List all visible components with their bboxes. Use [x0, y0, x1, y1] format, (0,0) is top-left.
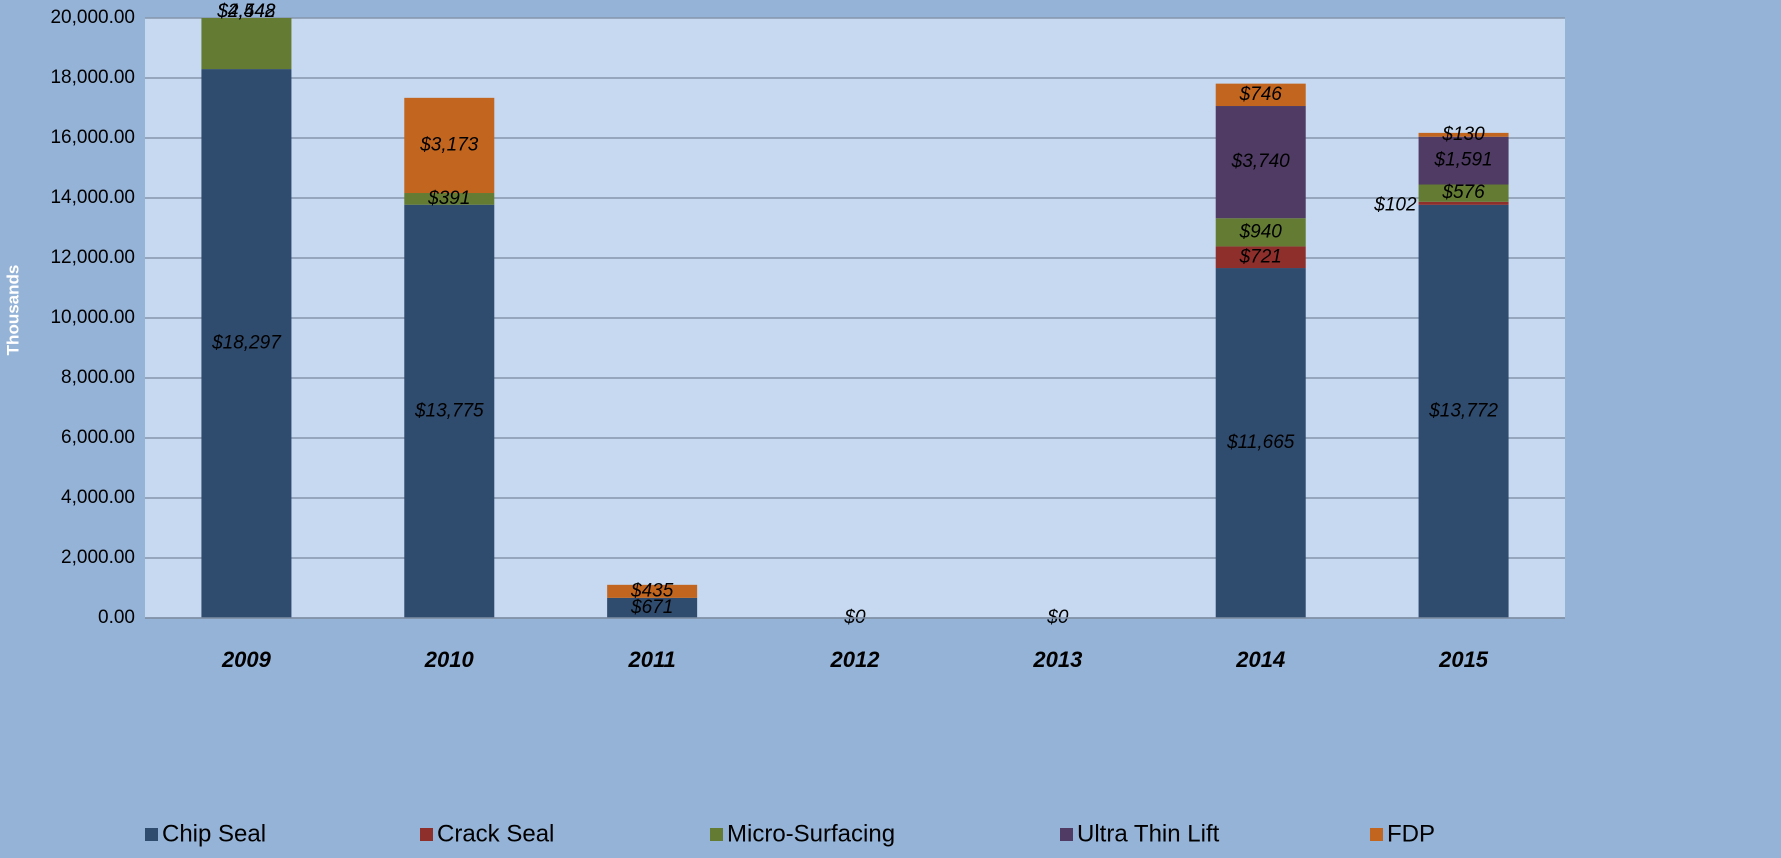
bar-segment — [1215, 83, 1306, 107]
bar-segment — [1215, 246, 1306, 269]
legend-label: Crack Seal — [437, 820, 554, 847]
x-tick-label: 2013 — [1032, 647, 1082, 672]
bar-segment — [201, 69, 292, 618]
legend-label: Ultra Thin Lift — [1077, 820, 1220, 847]
y-tick-label: 4,000.00 — [61, 487, 135, 508]
y-tick-label: 10,000.00 — [50, 307, 135, 328]
bar-segment — [1418, 201, 1509, 205]
bar-segment — [607, 584, 698, 598]
labels: 0.00 2,000.00 4,000.00 6,000.00 8,000.00 10,0… — [50, 1, 1565, 847]
data-label: $18,297 — [211, 333, 282, 354]
legend-swatch — [145, 828, 158, 841]
data-label: $576 — [1441, 182, 1485, 203]
data-label: $3,740 — [1231, 151, 1291, 172]
data-label: $13,775 — [414, 400, 484, 421]
bar-segment — [404, 204, 495, 618]
bar-segment — [1418, 204, 1509, 618]
data-label: $746 — [1239, 84, 1283, 105]
y-tick-label: 18,000.00 — [50, 67, 135, 88]
y-tick-label: 0.00 — [98, 607, 135, 628]
data-label: $1,591 — [1434, 150, 1493, 171]
data-label: $391 — [427, 188, 470, 209]
data-label: $3,173 — [419, 134, 479, 155]
bar-segment — [1215, 106, 1306, 219]
bar-segment — [404, 97, 495, 194]
data-label: $721 — [1239, 246, 1282, 267]
y-tick-label: 16,000.00 — [50, 127, 135, 148]
y-tick-label: 8,000.00 — [61, 367, 135, 388]
x-tick-label: 2014 — [1235, 647, 1285, 672]
legend-label: FDP — [1387, 820, 1435, 847]
bar-segment — [1418, 136, 1509, 185]
x-tick-label: 2009 — [221, 647, 272, 672]
bar-segment — [201, 18, 292, 70]
y-axis-title: Thousands — [3, 265, 22, 356]
x-tick-label: 2015 — [1438, 647, 1489, 672]
legend-swatch — [1060, 828, 1073, 841]
bar-segment — [607, 597, 698, 618]
y-tick-label: 12,000.00 — [50, 247, 135, 268]
bar-segment — [1418, 184, 1509, 202]
x-tick-label: 2011 — [627, 647, 675, 672]
bar-segment — [1215, 268, 1306, 618]
data-label: $940 — [1239, 221, 1283, 242]
legend-label: Micro-Surfacing — [727, 820, 895, 847]
y-tick-label: 14,000.00 — [50, 187, 135, 208]
x-tick-label: 2012 — [830, 647, 881, 672]
data-label: $2,542 — [216, 1, 276, 22]
grid — [145, 17, 1565, 619]
data-label: $13,772 — [1428, 400, 1498, 421]
data-label: $671 — [630, 597, 673, 618]
data-label: $11,665 — [1226, 432, 1295, 453]
legend-label: Chip Seal — [162, 820, 266, 847]
data-label: $130 — [1441, 124, 1485, 145]
legend-swatch — [1370, 828, 1383, 841]
y-tick-label: 20,000.00 — [50, 7, 135, 28]
legend-swatch — [710, 828, 723, 841]
y-tick-label: 6,000.00 — [61, 427, 135, 448]
data-label: $102 — [1373, 194, 1417, 215]
bar-segment — [1215, 218, 1306, 247]
data-label: $4,448 — [216, 1, 276, 22]
bar-segment — [404, 193, 495, 205]
data-label: $435 — [630, 580, 674, 601]
y-tick-label: 2,000.00 — [61, 547, 135, 568]
bar-segment — [1418, 132, 1509, 137]
bars — [201, 18, 1509, 618]
legend-swatch — [420, 828, 433, 841]
x-tick-label: 2010 — [424, 647, 475, 672]
